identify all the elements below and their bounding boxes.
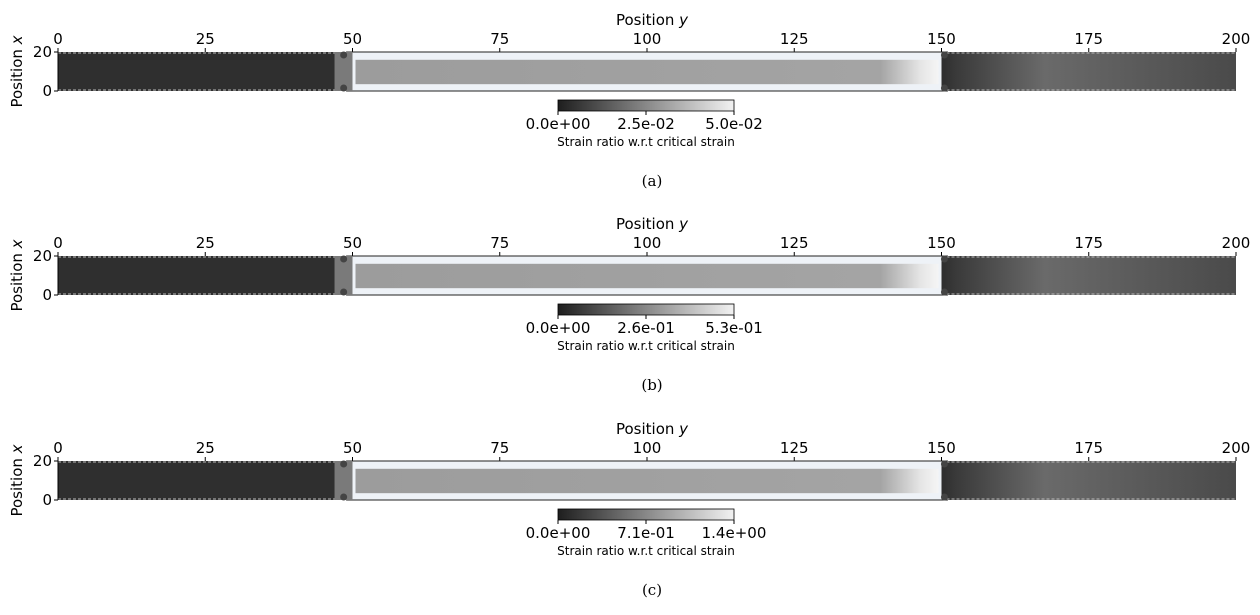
x-tick-label: 200 (1222, 234, 1251, 252)
x-tick-label: 0 (53, 30, 63, 48)
colorbar-tick-label: 2.6e-01 (617, 319, 675, 337)
interface-node (940, 255, 948, 263)
interface-node (340, 288, 348, 296)
colorbar-label: Strain ratio w.r.t critical strain (557, 339, 735, 353)
region-left (58, 256, 335, 295)
region-right (941, 256, 1236, 295)
x-tick-label: 75 (490, 234, 509, 252)
x-tick-label: 150 (927, 439, 956, 457)
y-tick-label: 0 (42, 286, 52, 304)
x-tick-label: 125 (780, 30, 809, 48)
x-tick-label: 200 (1222, 30, 1251, 48)
x-tick-label: 50 (343, 234, 362, 252)
interface-node (940, 493, 948, 501)
interface-node (940, 460, 948, 468)
colorbar-tick-label: 1.4e+00 (702, 524, 767, 542)
colorbar-tick-label: 0.0e+00 (526, 115, 591, 133)
colorbar-tick-label: 5.0e-02 (705, 115, 763, 133)
x-tick-label: 175 (1074, 30, 1103, 48)
region-middle (355, 263, 939, 289)
x-axis-label: Position y (616, 215, 689, 233)
x-tick-label: 0 (53, 439, 63, 457)
interface-node (340, 255, 348, 263)
x-tick-label: 175 (1074, 234, 1103, 252)
x-tick-label: 25 (196, 30, 215, 48)
colorbar-tick-label: 0.0e+00 (526, 524, 591, 542)
interface-node (340, 84, 348, 92)
colorbar-tick-label: 0.0e+00 (526, 319, 591, 337)
interface-node (940, 51, 948, 59)
region-middle (355, 468, 939, 494)
strain-panel-c: Position y0 25 50 75 100 125 150 175 200Position… (8, 420, 1250, 599)
y-tick-label: 20 (33, 452, 52, 470)
x-tick-label: 100 (633, 234, 662, 252)
colorbar-label: Strain ratio w.r.t critical strain (557, 135, 735, 149)
colorbar-tick-label: 2.5e-02 (617, 115, 675, 133)
y-tick-label: 20 (33, 43, 52, 61)
x-tick-label: 100 (633, 439, 662, 457)
y-tick-label: 20 (33, 247, 52, 265)
x-tick-label: 125 (780, 234, 809, 252)
region-transition (334, 256, 353, 295)
x-axis-label: Position y (616, 420, 689, 438)
panel-caption: (c) (642, 581, 662, 599)
interface-node (340, 460, 348, 468)
interface-node (340, 51, 348, 59)
y-tick-label: 0 (42, 82, 52, 100)
x-tick-label: 50 (343, 30, 362, 48)
region-middle (355, 59, 939, 85)
region-right (941, 52, 1236, 91)
x-tick-label: 75 (490, 30, 509, 48)
x-tick-label: 150 (927, 30, 956, 48)
x-tick-label: 0 (53, 234, 63, 252)
x-tick-label: 25 (196, 439, 215, 457)
colorbar-tick-label: 5.3e-01 (705, 319, 763, 337)
panel-caption: (b) (641, 376, 662, 394)
region-right (941, 461, 1236, 500)
interface-node (940, 288, 948, 296)
colorbar (557, 303, 735, 316)
region-transition (334, 461, 353, 500)
colorbar-label: Strain ratio w.r.t critical strain (557, 544, 735, 558)
region-left (58, 461, 335, 500)
x-tick-label: 175 (1074, 439, 1103, 457)
interface-node (940, 84, 948, 92)
y-tick-label: 0 (42, 491, 52, 509)
x-axis-label: Position y (616, 11, 689, 29)
x-tick-label: 75 (490, 439, 509, 457)
x-tick-label: 150 (927, 234, 956, 252)
colorbar (557, 99, 735, 112)
colorbar (557, 508, 735, 521)
x-tick-label: 100 (633, 30, 662, 48)
interface-node (340, 493, 348, 501)
panel-caption: (a) (642, 172, 663, 190)
x-tick-label: 200 (1222, 439, 1251, 457)
y-axis-label: Position x (8, 35, 26, 107)
strain-panel-a: Position y0 25 50 75 100 125 150 175 200Position… (8, 11, 1250, 190)
region-left (58, 52, 335, 91)
y-axis-label: Position x (8, 444, 26, 516)
x-tick-label: 25 (196, 234, 215, 252)
region-transition (334, 52, 353, 91)
x-tick-label: 125 (780, 439, 809, 457)
strain-panel-b: Position y0 25 50 75 100 125 150 175 200Position… (8, 215, 1250, 394)
x-tick-label: 50 (343, 439, 362, 457)
y-axis-label: Position x (8, 239, 26, 311)
colorbar-tick-label: 7.1e-01 (617, 524, 675, 542)
